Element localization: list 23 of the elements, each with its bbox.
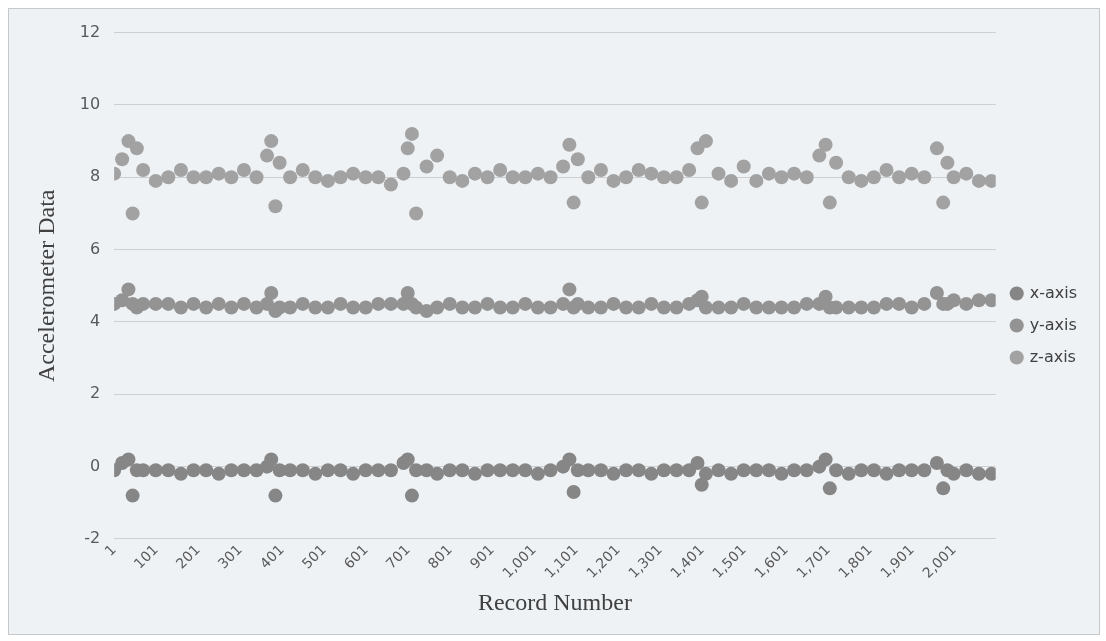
x-tick-label: 301 [214, 541, 245, 572]
y-tick-label: 2 [89, 383, 101, 403]
x-axis-title: Record Number [477, 588, 632, 615]
y-tick-label: 8 [89, 166, 101, 186]
x-tick-label: 901 [466, 541, 497, 572]
legend-label: z-axis [1029, 346, 1076, 366]
legend-label: y-axis [1029, 314, 1077, 334]
x-tick-label: 201 [172, 541, 203, 572]
y-tick-label: 0 [89, 455, 101, 475]
x-tick-label: 701 [382, 541, 413, 572]
legend-label: x-axis [1029, 282, 1077, 302]
y-axis-title: Accelerometer Data [32, 189, 59, 383]
y-tick-label: 12 [79, 21, 101, 41]
y-tick-label: 10 [79, 94, 101, 114]
x-tick-label: 1 [101, 541, 119, 559]
x-tick-label: 601 [340, 541, 371, 572]
y-tick-label: -2 [84, 528, 101, 548]
y-tick-label: 6 [89, 238, 101, 258]
x-tick-label: 101 [130, 541, 161, 572]
y-tick-label: 4 [89, 311, 101, 331]
x-tick-label: 401 [256, 541, 287, 572]
x-tick-label: 501 [298, 541, 329, 572]
x-tick-label: 801 [424, 541, 455, 572]
